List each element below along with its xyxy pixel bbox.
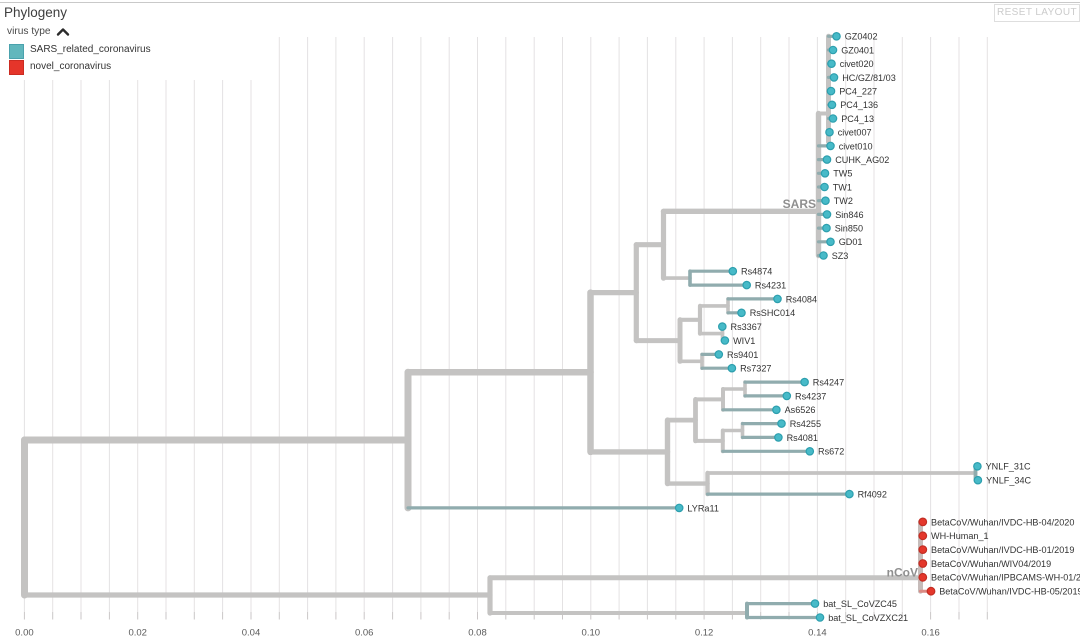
svg-text:0.06: 0.06 [355,628,374,639]
svg-text:GD01: GD01 [839,237,863,247]
svg-text:GZ0402: GZ0402 [845,32,878,42]
svg-text:CUHK_AG02: CUHK_AG02 [835,155,889,165]
svg-text:BetaCoV/Wuhan/IVDC-HB-05/2019: BetaCoV/Wuhan/IVDC-HB-05/2019 [939,587,1080,597]
svg-text:0.16: 0.16 [921,628,940,639]
svg-text:Rs4874: Rs4874 [741,267,772,277]
svg-text:Rs3367: Rs3367 [731,322,762,332]
svg-text:PC4_227: PC4_227 [839,87,877,97]
svg-text:LYRa11: LYRa11 [687,503,719,513]
svg-text:0.04: 0.04 [242,628,261,639]
svg-text:Rs4081: Rs4081 [787,433,818,443]
svg-text:Rs7327: Rs7327 [740,364,771,374]
svg-text:0.02: 0.02 [128,628,147,639]
svg-text:Rs4255: Rs4255 [790,419,821,429]
svg-text:Rs672: Rs672 [818,447,844,457]
svg-text:YNLF_34C: YNLF_34C [986,476,1031,486]
svg-text:0.08: 0.08 [468,628,487,639]
svg-text:civet010: civet010 [839,141,873,151]
svg-text:Rs4247: Rs4247 [813,378,844,388]
svg-text:0.00: 0.00 [15,628,34,639]
svg-text:nCoV: nCoV [887,565,918,579]
svg-text:WH-Human_1: WH-Human_1 [931,531,989,541]
svg-text:TW5: TW5 [833,169,852,179]
svg-text:HC/GZ/81/03: HC/GZ/81/03 [842,73,896,83]
svg-text:Rs4084: Rs4084 [786,294,817,304]
svg-text:BetaCoV/Wuhan/IVDC-HB-04/2020: BetaCoV/Wuhan/IVDC-HB-04/2020 [931,517,1074,527]
svg-text:BetaCoV/Wuhan/IPBCAMS-WH-01/20: BetaCoV/Wuhan/IPBCAMS-WH-01/2019 [931,573,1080,583]
svg-text:SARS: SARS [783,197,816,211]
svg-text:TW1: TW1 [833,182,852,192]
svg-text:BetaCoV/Wuhan/IVDC-HB-01/2019: BetaCoV/Wuhan/IVDC-HB-01/2019 [931,545,1074,555]
svg-text:TW2: TW2 [834,196,853,206]
svg-text:BetaCoV/Wuhan/WIV04/2019: BetaCoV/Wuhan/WIV04/2019 [931,559,1051,569]
svg-text:Rs9401: Rs9401 [727,350,758,360]
svg-text:PC4_13: PC4_13 [841,114,874,124]
svg-text:PC4_136: PC4_136 [840,100,878,110]
svg-text:As6526: As6526 [785,405,816,415]
svg-text:SZ3: SZ3 [832,251,849,261]
svg-text:0.10: 0.10 [582,628,601,639]
svg-text:Rs4231: Rs4231 [755,281,786,291]
svg-text:bat_SL_CoVZC45: bat_SL_CoVZC45 [823,599,897,609]
svg-text:Sin850: Sin850 [835,224,863,234]
svg-text:bat_SL_CoVZXC21: bat_SL_CoVZXC21 [828,613,908,623]
svg-text:Sin846: Sin846 [835,210,863,220]
svg-text:WIV1: WIV1 [733,336,755,346]
svg-text:Rf4092: Rf4092 [858,490,887,500]
svg-text:0.14: 0.14 [808,628,827,639]
svg-text:RsSHC014: RsSHC014 [750,308,796,318]
svg-text:0.12: 0.12 [695,628,714,639]
svg-text:YNLF_31C: YNLF_31C [986,462,1031,472]
svg-text:civet007: civet007 [838,128,872,138]
svg-text:civet020: civet020 [840,59,874,69]
svg-text:Rs4237: Rs4237 [795,391,826,401]
svg-text:GZ0401: GZ0401 [841,45,874,55]
